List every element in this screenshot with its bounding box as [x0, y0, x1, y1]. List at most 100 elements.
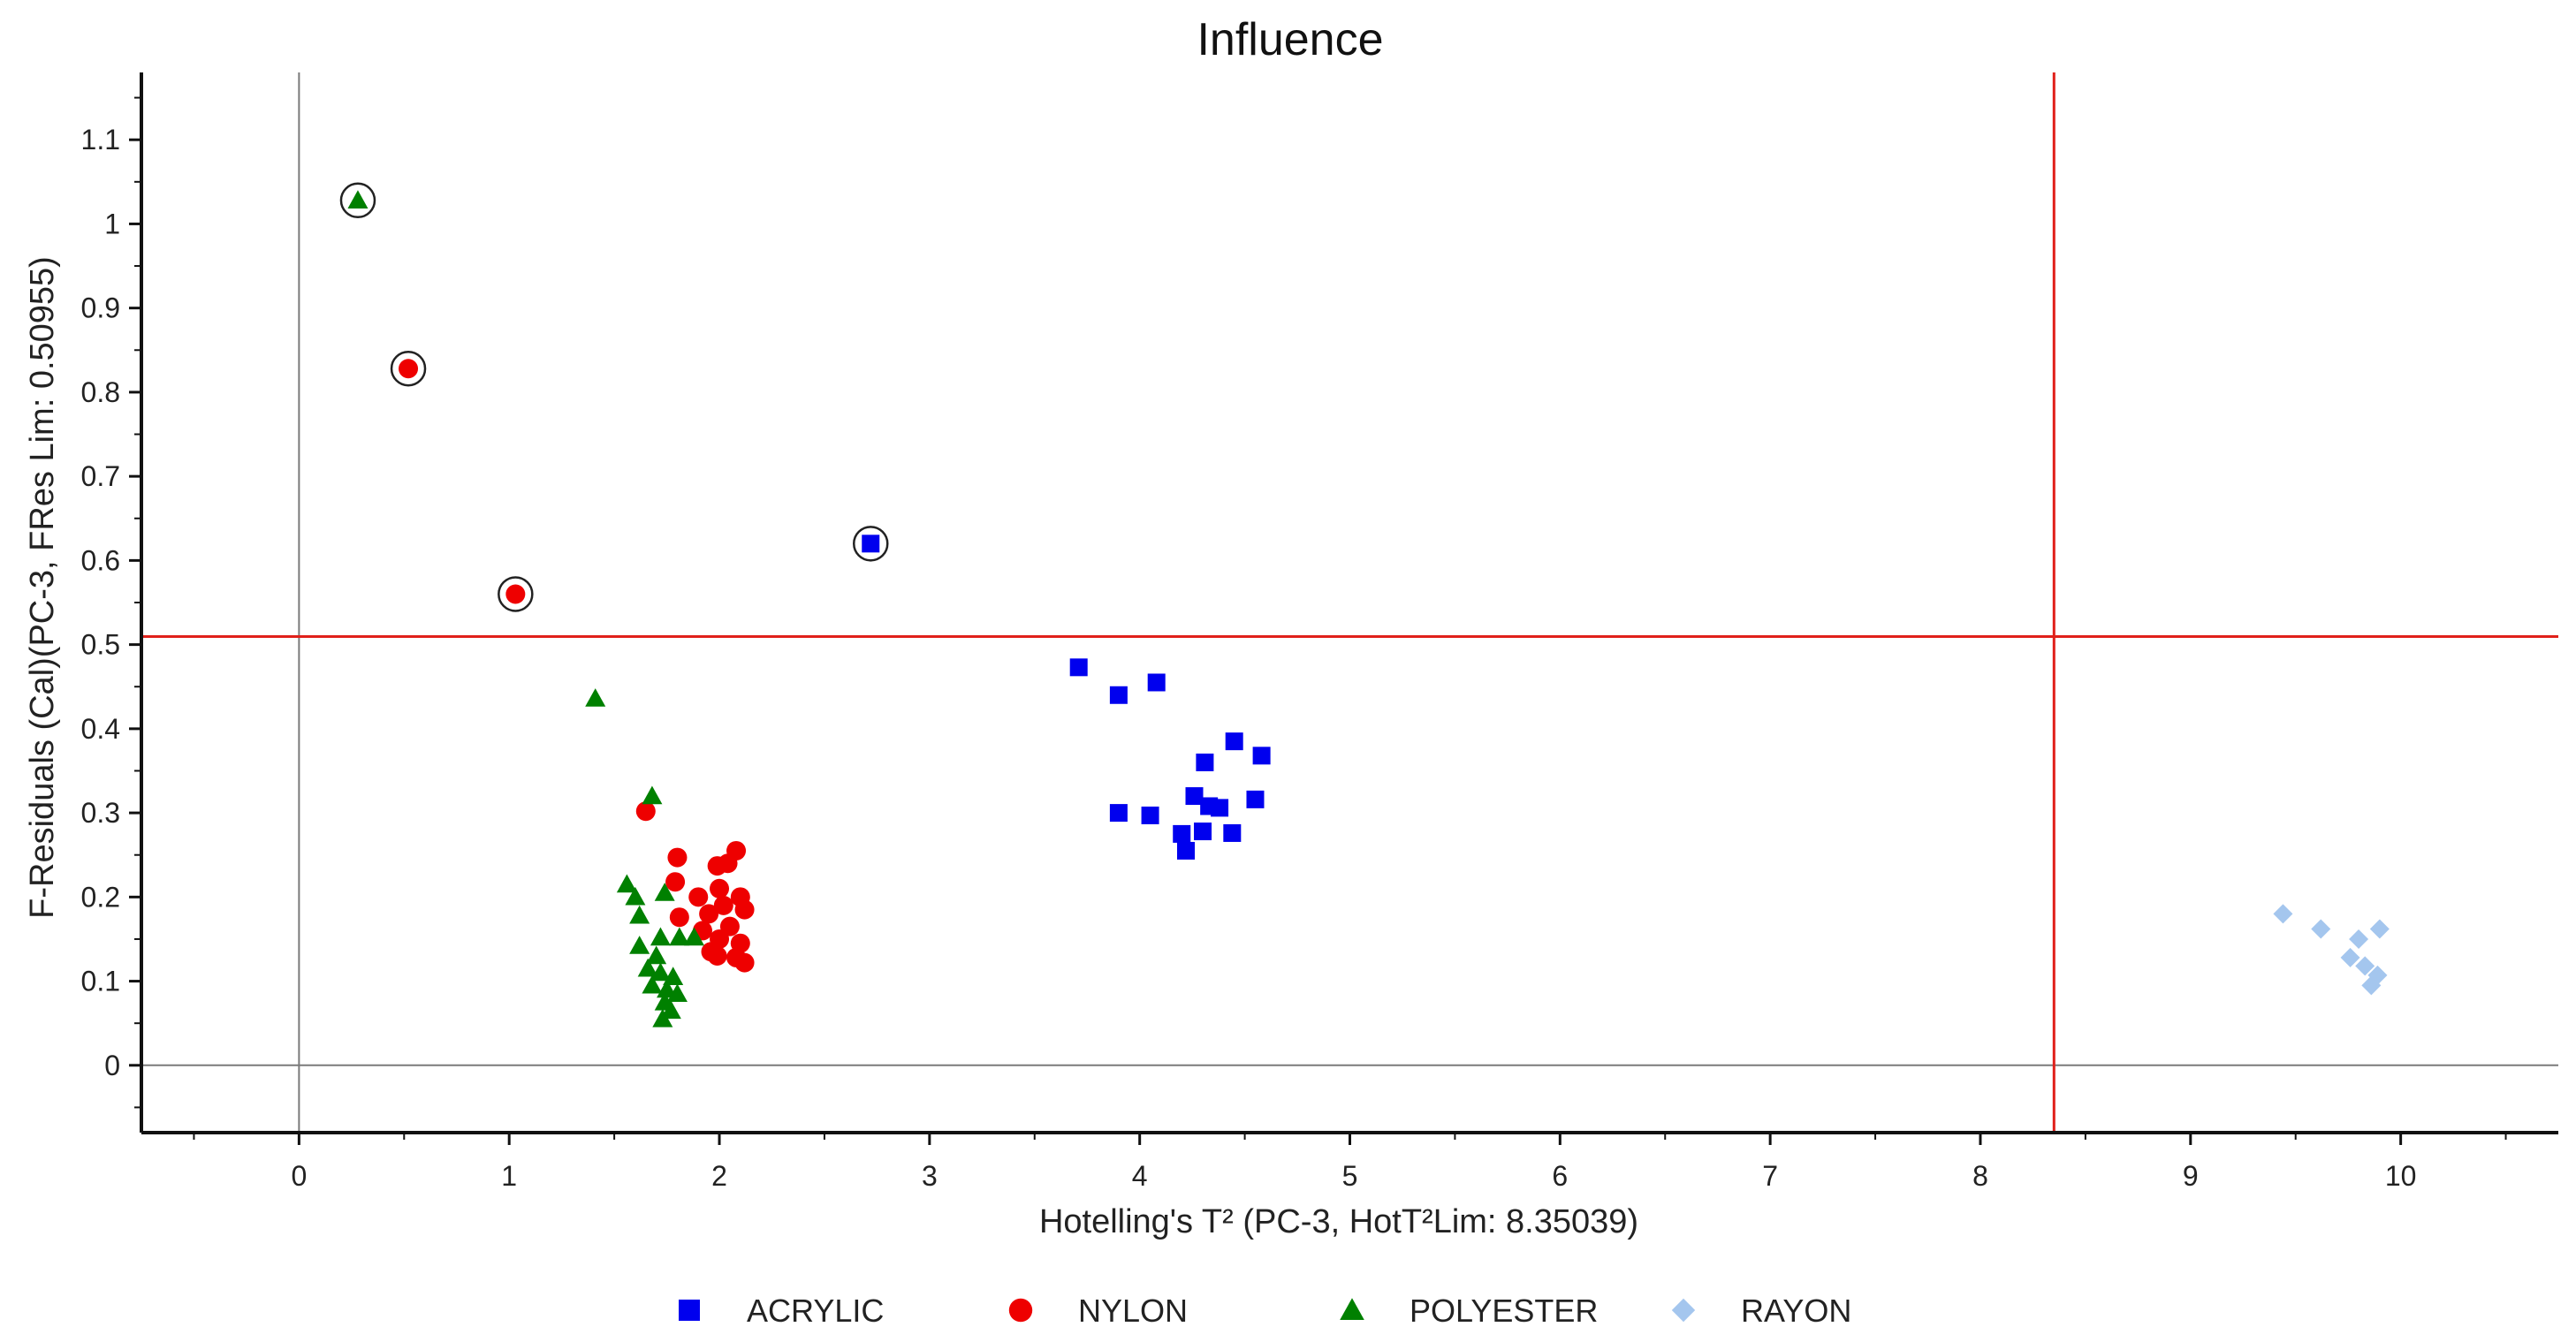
x-tick-label: 1	[501, 1160, 517, 1192]
legend-label: POLYESTER	[1410, 1293, 1598, 1329]
x-tick-label: 10	[2385, 1160, 2417, 1192]
data-point	[650, 927, 671, 946]
y-tick-label: 0	[104, 1050, 120, 1081]
legend-label: NYLON	[1078, 1293, 1188, 1329]
data-point	[1196, 753, 1214, 771]
data-point	[657, 979, 678, 998]
data-point	[1173, 824, 1191, 843]
data-point	[734, 899, 755, 920]
y-tick-label: 0.8	[81, 376, 120, 408]
legend-marker	[1008, 1298, 1033, 1323]
series-polyester	[339, 182, 704, 1027]
data-point	[2340, 947, 2360, 967]
data-point	[1109, 804, 1128, 823]
data-point	[1147, 673, 1166, 692]
legend-marker	[1671, 1298, 1696, 1323]
data-point	[629, 936, 650, 954]
legend-marker	[679, 1300, 700, 1321]
data-point	[646, 945, 667, 965]
series-nylon	[390, 350, 755, 973]
data-point	[2349, 929, 2369, 949]
y-axis-ticks: 0 0.1 0.2 0.3 0.4 0.5 0.6 0.7 0.8 0.9 1 1.1	[81, 96, 141, 1109]
data-point	[683, 927, 704, 946]
data-point	[650, 962, 671, 982]
x-tick-label: 7	[1762, 1160, 1778, 1192]
data-point	[2311, 919, 2331, 939]
data-point	[688, 887, 709, 907]
data-point	[642, 974, 663, 994]
data-point	[585, 688, 606, 707]
x-tick-label: 6	[1552, 1160, 1568, 1192]
series-acrylic	[853, 526, 1271, 860]
legend-marker	[1340, 1298, 1364, 1321]
data-point	[1185, 787, 1204, 806]
y-tick-label: 1.1	[81, 124, 120, 155]
data-point	[654, 883, 675, 901]
y-tick-label: 0.3	[81, 797, 120, 829]
data-point	[347, 190, 369, 209]
data-point	[1109, 686, 1128, 704]
data-point	[616, 874, 637, 893]
limit-lines	[141, 72, 2558, 1133]
y-tick-label: 0.7	[81, 460, 120, 492]
data-point	[2273, 904, 2293, 924]
y-tick-label: 0.9	[81, 292, 120, 324]
data-point	[2369, 919, 2390, 939]
data-point	[663, 967, 684, 986]
x-tick-label: 4	[1132, 1160, 1148, 1192]
y-tick-label: 0.5	[81, 629, 120, 661]
data-point	[666, 983, 688, 1003]
data-point	[635, 801, 656, 822]
series-rayon	[2273, 904, 2390, 996]
data-point	[707, 946, 727, 966]
data-point	[399, 359, 419, 379]
data-point	[1223, 823, 1242, 842]
legend: ACRYLIC NYLON POLYESTER RAYON	[679, 1293, 1851, 1329]
data-point	[699, 904, 719, 924]
x-tick-label: 5	[1342, 1160, 1358, 1192]
data-point	[2361, 975, 2382, 996]
data-point	[1246, 790, 1265, 808]
data-point	[505, 584, 526, 604]
reference-lines	[141, 72, 2558, 1133]
data-point	[1069, 658, 1088, 677]
data-point	[642, 785, 663, 805]
legend-item-rayon: RAYON	[1671, 1293, 1851, 1329]
y-tick-label: 0.4	[81, 713, 120, 745]
data-point	[1141, 806, 1159, 824]
data-point	[1211, 799, 1229, 817]
y-tick-label: 0.1	[81, 966, 120, 997]
data-point	[660, 1000, 681, 1020]
x-tick-label: 3	[922, 1160, 938, 1192]
data-point	[669, 907, 689, 928]
y-tick-label: 0.6	[81, 544, 120, 576]
x-tick-label: 9	[2183, 1160, 2199, 1192]
data-point	[637, 958, 658, 977]
data-point	[1176, 841, 1195, 860]
data-point	[625, 886, 646, 906]
data-point	[734, 952, 755, 973]
legend-label: RAYON	[1741, 1293, 1851, 1329]
x-tick-label: 8	[1972, 1160, 1988, 1192]
chart-title: Influence	[1197, 14, 1383, 65]
data-point	[665, 872, 686, 892]
legend-item-polyester: POLYESTER	[1340, 1293, 1598, 1329]
legend-item-nylon: NYLON	[1008, 1293, 1188, 1329]
data-points	[339, 182, 2390, 1027]
legend-label: ACRYLIC	[747, 1293, 884, 1329]
data-point	[629, 905, 650, 924]
x-axis-label: Hotelling's T² (PC-3, HotT²Lim: 8.35039)	[1039, 1203, 1638, 1240]
data-point	[667, 847, 688, 868]
data-point	[710, 878, 730, 898]
x-tick-label: 2	[711, 1160, 727, 1192]
x-tick-label: 0	[291, 1160, 307, 1192]
data-point	[1252, 747, 1271, 765]
y-axis-label: F-Residuals (Cal)(PC-3, FRes Lim: 0.5095…	[24, 256, 61, 919]
data-point	[1194, 823, 1212, 841]
legend-item-acrylic: ACRYLIC	[679, 1293, 884, 1329]
data-point	[652, 1008, 673, 1027]
data-point	[862, 535, 880, 553]
y-tick-label: 1	[104, 208, 120, 239]
data-point	[669, 927, 690, 946]
